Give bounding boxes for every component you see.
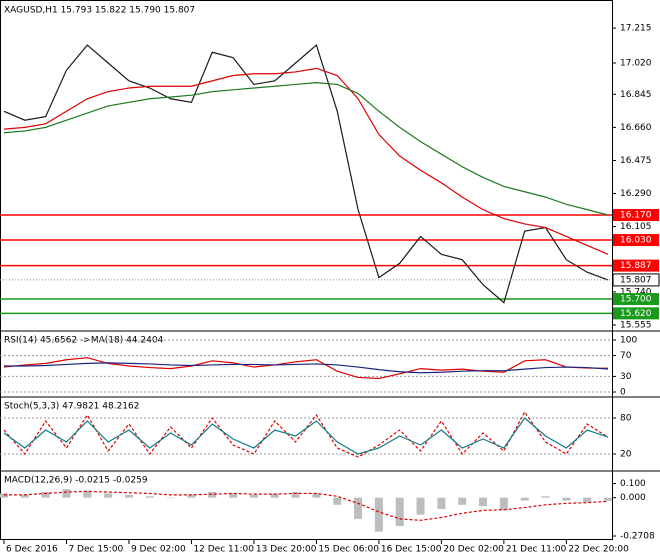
x-tick-label: 16 Dec 15:00 — [381, 545, 442, 555]
level-label: 16.170 — [620, 211, 652, 221]
level-label-box — [613, 259, 659, 272]
level-label-box — [613, 234, 659, 247]
macd-bar — [124, 494, 133, 498]
y-tick-label: 0 — [620, 388, 626, 398]
level-label: 15.700 — [620, 295, 652, 305]
macd-bar — [0, 493, 8, 498]
macd-bar — [312, 493, 321, 498]
x-tick-label: 12 Dec 11:00 — [193, 545, 254, 555]
macd-bar — [458, 497, 467, 505]
level-label-box — [613, 209, 659, 222]
macd-bar — [291, 492, 300, 498]
x-tick-label: 7 Dec 15:00 — [68, 545, 123, 555]
y-tick-label: 16.105 — [620, 222, 652, 232]
y-tick-label: 80 — [620, 414, 632, 424]
level-label-box — [613, 307, 659, 320]
macd-bar — [83, 490, 92, 498]
macd-bar — [354, 497, 363, 519]
x-tick-label: 6 Dec 2016 — [6, 545, 58, 555]
y-tick-label: 0.100 — [620, 479, 646, 489]
macd-bar — [604, 497, 612, 501]
y-tick-label: 15.740 — [620, 287, 652, 297]
macd-bar — [104, 493, 113, 498]
last-price-box — [612, 273, 660, 287]
x-tick-label: 21 Dec 11:00 — [506, 545, 567, 555]
macd-bar — [41, 492, 50, 498]
macd-bar — [520, 497, 529, 501]
macd-bar — [395, 497, 404, 526]
panel-title: Stoch(5,3,3) 47.9821 48.2162 — [4, 402, 139, 412]
macd-bar — [208, 492, 217, 498]
macd-bar — [62, 489, 71, 498]
panel-title: RSI(14) 45.6562 ->MA(18) 44.2404 — [4, 336, 164, 346]
level-label-box — [613, 293, 659, 306]
y-tick-label: 20 — [620, 450, 632, 460]
panel-title: XAGUSD,H1 15.793 15.822 15.790 15.807 — [4, 6, 195, 16]
macd-bar — [499, 497, 508, 511]
signal-line — [4, 490, 609, 521]
macd-bar — [437, 497, 446, 510]
macd-bar — [333, 497, 342, 505]
price-line — [3, 44, 609, 304]
level-label: 15.620 — [620, 309, 652, 319]
macd-bar — [374, 497, 383, 532]
indicator-line — [3, 410, 609, 458]
y-tick-label: 30 — [620, 372, 632, 382]
last-price-label: 15.807 — [620, 275, 652, 285]
macd-bar — [187, 494, 196, 498]
indicator-line — [3, 357, 609, 380]
price-line — [3, 82, 609, 216]
x-tick-label: 15 Dec 06:00 — [318, 545, 379, 555]
macd-bar — [416, 497, 425, 515]
y-tick-label: 16.660 — [620, 123, 652, 133]
macd-bar — [229, 493, 238, 498]
macd-bar — [479, 497, 488, 507]
y-tick-label: 17.020 — [620, 58, 652, 68]
macd-bar — [270, 493, 279, 498]
y-tick-label: 15.555 — [620, 320, 652, 330]
y-tick-label: 70 — [620, 351, 632, 361]
macd-bar — [145, 496, 154, 498]
macd-bar — [541, 496, 550, 498]
y-tick-label: 16.290 — [620, 189, 652, 199]
x-tick-label: 9 Dec 02:00 — [131, 545, 186, 555]
indicator-line — [4, 362, 609, 374]
y-tick-label: 16.475 — [620, 156, 652, 166]
x-tick-label: 20 Dec 02:00 — [443, 545, 504, 555]
y-tick-label: 100 — [620, 336, 637, 346]
macd-bar — [583, 497, 592, 502]
macd-bar — [249, 494, 258, 498]
level-label: 15.887 — [620, 261, 652, 271]
indicator-line — [3, 417, 609, 455]
y-tick-label: -0.2708 — [620, 532, 655, 542]
frame — [0, 0, 613, 540]
y-tick-label: 0.000 — [620, 493, 646, 503]
panel-title: MACD(12,26,9) -0.0215 -0.0259 — [4, 476, 148, 486]
macd-bar — [20, 494, 29, 498]
price-line — [3, 67, 609, 255]
x-tick-label: 22 Dec 20:00 — [568, 545, 629, 555]
macd-bar — [166, 497, 175, 499]
macd-bar — [562, 497, 571, 501]
level-label: 16.030 — [620, 236, 652, 246]
x-tick-label: 13 Dec 20:00 — [256, 545, 317, 555]
y-tick-label: 16.845 — [620, 90, 652, 100]
y-tick-label: 17.215 — [620, 24, 652, 34]
